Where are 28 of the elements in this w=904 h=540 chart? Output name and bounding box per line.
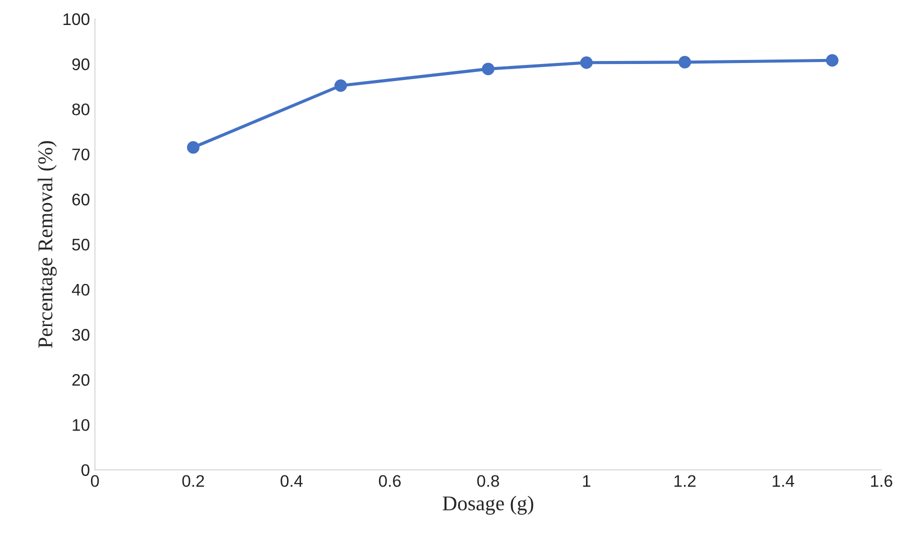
y-tick-label: 60: [72, 194, 90, 206]
y-tick-label: 100: [64, 13, 90, 26]
y-tick-label: 90: [72, 58, 90, 70]
y-tick-label: 80: [72, 103, 90, 116]
x-tick-label: 1.6: [871, 475, 892, 487]
x-tick-label: 1.4: [772, 475, 794, 487]
y-tick-label: 40: [72, 284, 90, 296]
y-tick-label: 30: [72, 328, 90, 341]
point: [826, 54, 838, 67]
y-tick-label: 70: [72, 148, 90, 160]
point: [186, 141, 200, 154]
y-tick-label: 50: [72, 238, 90, 251]
x-tick-label: 0.6: [378, 475, 401, 487]
x-tick-label: 1: [583, 475, 590, 487]
x-tick-label: 1.2: [674, 475, 696, 487]
y-axis-title: Percentage Removal (%): [38, 141, 57, 348]
point: [482, 62, 494, 76]
point: [678, 56, 692, 68]
x-axis-title: Dosage (g): [442, 496, 534, 515]
x-tick-label: 0: [90, 475, 99, 487]
y-tick-label: 10: [72, 419, 90, 431]
x-tick-label: 0.8: [477, 475, 500, 487]
x-tick-label: 0.2: [182, 475, 204, 487]
x-tick-label: 0.4: [280, 475, 303, 487]
point: [334, 79, 347, 92]
point: [580, 56, 593, 69]
y-tick-label: 20: [72, 374, 90, 386]
y-tick-label: 0: [81, 464, 90, 476]
